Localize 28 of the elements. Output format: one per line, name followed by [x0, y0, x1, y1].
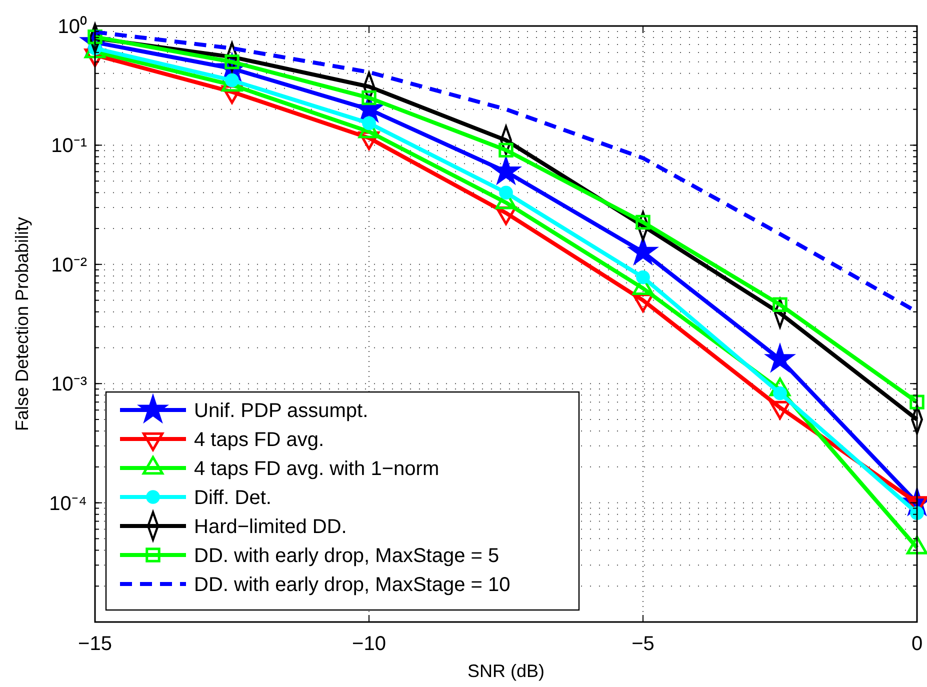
x-tick-label: 0: [911, 633, 923, 655]
y-tick-label: 10⁻³: [51, 374, 88, 396]
legend-label: DD. with early drop, MaxStage = 5: [194, 545, 500, 567]
y-axis-title: False Detection Probability: [12, 216, 32, 432]
x-tick-label: −15: [78, 633, 112, 655]
legend-label: DD. with early drop, MaxStage = 10: [194, 574, 510, 596]
y-tick-label: 10⁻¹: [51, 135, 88, 158]
point: [362, 90, 376, 106]
x-tick-label: −5: [632, 633, 654, 655]
legend-label: 4 taps FD avg.: [194, 429, 324, 451]
y-tick-label: 10⁰: [58, 15, 87, 38]
point: [636, 270, 650, 284]
point: [491, 156, 521, 184]
point: [498, 142, 514, 158]
legend-label: Unif. PDP assumpt.: [194, 400, 368, 422]
legend-label: 4 taps FD avg. with 1−norm: [194, 458, 440, 480]
y-tick-label: 10⁻⁴: [49, 492, 87, 515]
point: [636, 214, 650, 230]
point: [772, 297, 788, 312]
legend-label: Hard−limited DD.: [194, 516, 347, 538]
y-tick-label: 10⁻²: [51, 254, 88, 276]
point: [765, 344, 795, 372]
point: [499, 186, 513, 200]
legend-label: Diff. Det.: [194, 487, 272, 509]
x-tick-label: −10: [352, 633, 386, 655]
point: [910, 394, 924, 410]
point: [362, 116, 376, 130]
x-axis-title: SNR (dB): [467, 661, 545, 681]
